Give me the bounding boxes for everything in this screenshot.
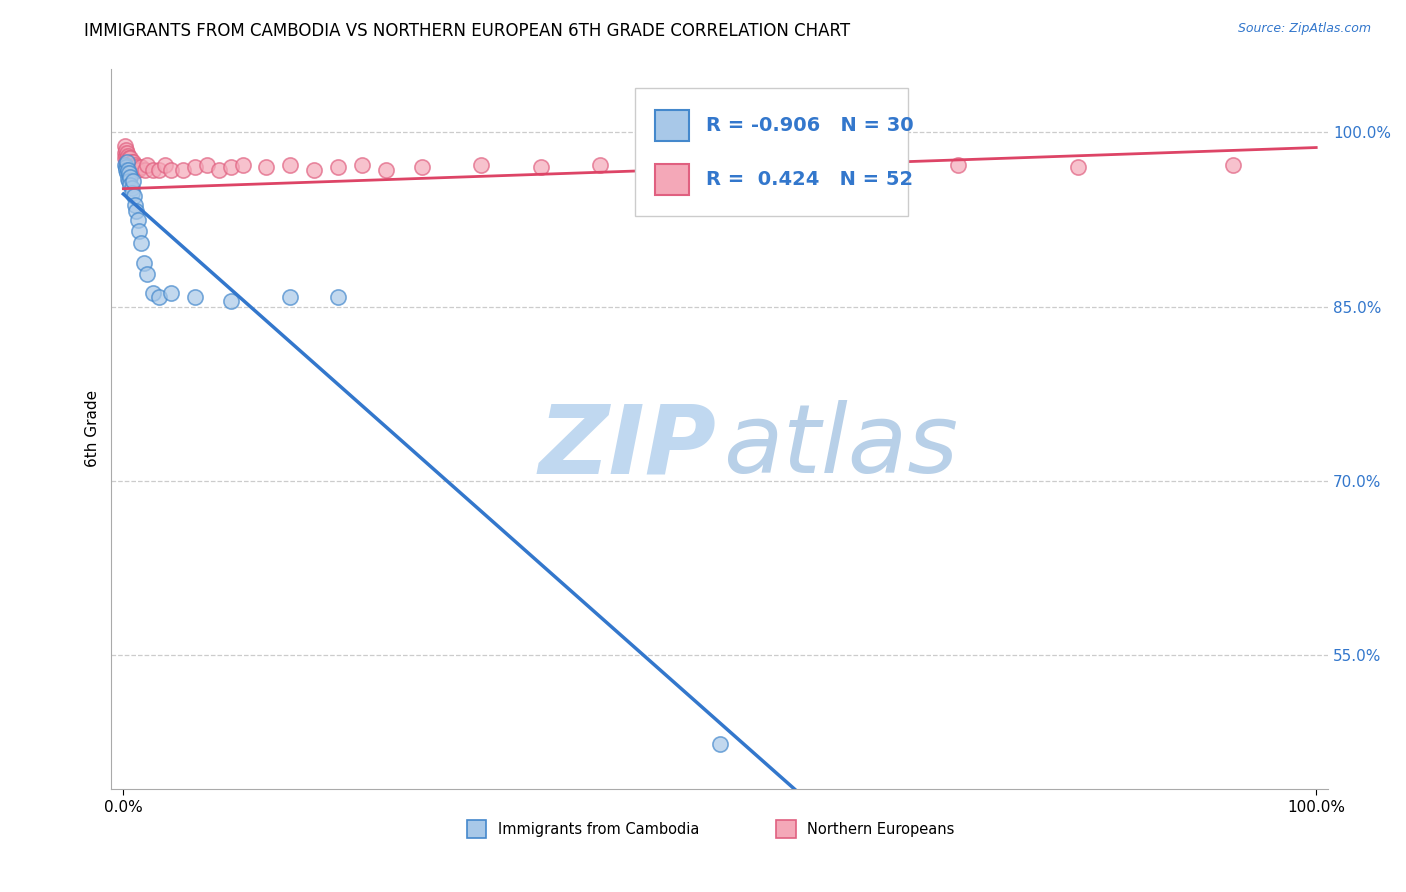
Point [114,151,136,165]
Point [118,166,141,180]
Point [302,162,325,177]
Text: IMMIGRANTS FROM CAMBODIA VS NORTHERN EUROPEAN 6TH GRADE CORRELATION CHART: IMMIGRANTS FROM CAMBODIA VS NORTHERN EUR… [84,22,851,40]
Point [184,161,207,175]
Point [114,139,136,153]
Point [1066,161,1088,175]
Point [114,149,136,163]
Point [326,291,349,305]
FancyBboxPatch shape [634,88,908,216]
Text: Source: ZipAtlas.com: Source: ZipAtlas.com [1237,22,1371,36]
Point [114,161,136,175]
Point [219,293,242,308]
Point [118,174,141,188]
Point [470,158,492,172]
Point [118,158,141,172]
Point [160,285,183,300]
Point [208,162,231,177]
Point [828,158,851,172]
Point [326,161,349,175]
Point [709,737,731,751]
Point [650,161,672,175]
Point [589,158,612,172]
Point [124,158,146,172]
Point [121,154,143,169]
Point [160,162,183,177]
Point [115,154,138,169]
Point [115,146,138,161]
Point [117,154,139,169]
Y-axis label: 6th Grade: 6th Grade [86,391,100,467]
Point [153,158,176,172]
Point [114,143,136,157]
Text: ZIP: ZIP [538,401,716,493]
Point [117,172,139,186]
Point [114,158,136,172]
Point [122,154,145,169]
Point [1222,158,1244,172]
Point [709,158,731,172]
Point [120,151,142,165]
Point [118,151,141,165]
Point [120,169,142,184]
Point [117,162,139,177]
Point [127,212,149,227]
Text: Northern Europeans: Northern Europeans [807,822,955,837]
Point [122,161,145,175]
Text: Immigrants from Cambodia: Immigrants from Cambodia [498,822,699,837]
Point [125,204,148,219]
Point [219,161,242,175]
Point [127,162,149,177]
Point [195,158,218,172]
Point [125,161,148,175]
Text: R = -0.906   N = 30: R = -0.906 N = 30 [706,116,914,135]
Point [115,151,138,165]
Point [411,161,433,175]
Point [136,158,159,172]
Point [172,162,194,177]
FancyBboxPatch shape [655,164,689,194]
Point [122,174,145,188]
Point [115,166,138,180]
Point [530,161,553,175]
Point [117,149,139,163]
Point [280,291,302,305]
Point [129,161,152,175]
Point [114,146,136,161]
Point [128,224,150,238]
Point [136,267,159,281]
Point [374,162,396,177]
Point [232,158,254,172]
Point [134,162,156,177]
Point [142,162,165,177]
Text: atlas: atlas [724,401,959,493]
Point [114,162,136,177]
Point [120,178,142,192]
Point [120,158,142,172]
Point [121,181,143,195]
Point [129,235,152,250]
Point [887,161,910,175]
Point [148,162,170,177]
Point [114,154,136,169]
Point [122,189,145,203]
Point [148,291,170,305]
Point [350,158,373,172]
FancyBboxPatch shape [655,111,689,141]
Point [121,186,143,200]
Point [124,197,146,211]
Point [142,285,165,300]
Point [256,161,278,175]
Point [768,161,790,175]
Point [132,255,155,269]
Point [948,158,970,172]
Point [184,291,207,305]
Text: R =  0.424   N = 52: R = 0.424 N = 52 [706,170,914,189]
Point [280,158,302,172]
